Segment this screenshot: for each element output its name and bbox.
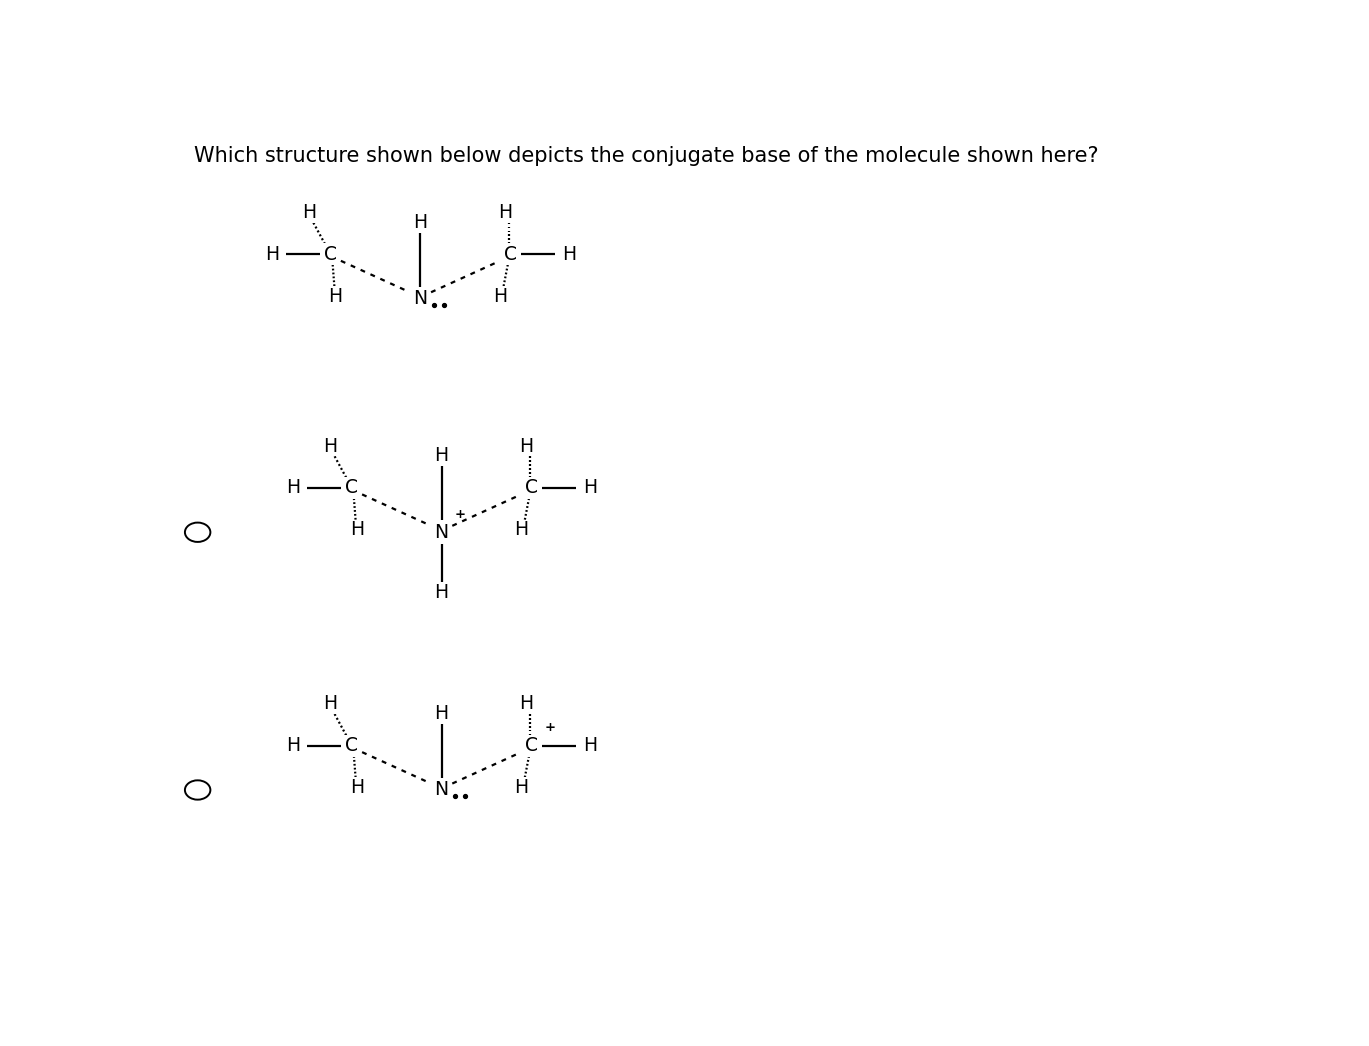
Text: H: H	[498, 203, 512, 222]
Text: H: H	[519, 436, 534, 456]
Text: H: H	[303, 203, 316, 222]
Text: H: H	[329, 287, 342, 305]
Text: H: H	[515, 778, 528, 797]
Text: +: +	[545, 722, 556, 734]
Text: C: C	[526, 478, 538, 498]
Text: H: H	[286, 478, 300, 498]
Text: +: +	[455, 508, 465, 521]
Text: N: N	[413, 289, 427, 309]
Text: N: N	[434, 780, 449, 799]
Text: H: H	[583, 736, 597, 755]
Text: H: H	[349, 778, 364, 797]
Text: H: H	[519, 695, 534, 713]
Text: H: H	[515, 520, 528, 540]
Text: N: N	[434, 523, 449, 542]
Text: H: H	[493, 287, 507, 305]
Text: C: C	[324, 245, 337, 264]
Text: H: H	[349, 520, 364, 540]
Text: H: H	[434, 447, 449, 465]
Text: Which structure shown below depicts the conjugate base of the molecule shown her: Which structure shown below depicts the …	[194, 145, 1099, 165]
Text: H: H	[413, 212, 427, 231]
Text: C: C	[345, 736, 357, 755]
Text: H: H	[286, 736, 300, 755]
Text: H: H	[434, 704, 449, 723]
Text: H: H	[434, 584, 449, 602]
Text: H: H	[323, 436, 337, 456]
Text: H: H	[561, 245, 576, 264]
Text: C: C	[526, 736, 538, 755]
Text: H: H	[264, 245, 279, 264]
Text: H: H	[323, 695, 337, 713]
Text: C: C	[345, 478, 357, 498]
Text: H: H	[583, 478, 597, 498]
Text: C: C	[504, 245, 517, 264]
